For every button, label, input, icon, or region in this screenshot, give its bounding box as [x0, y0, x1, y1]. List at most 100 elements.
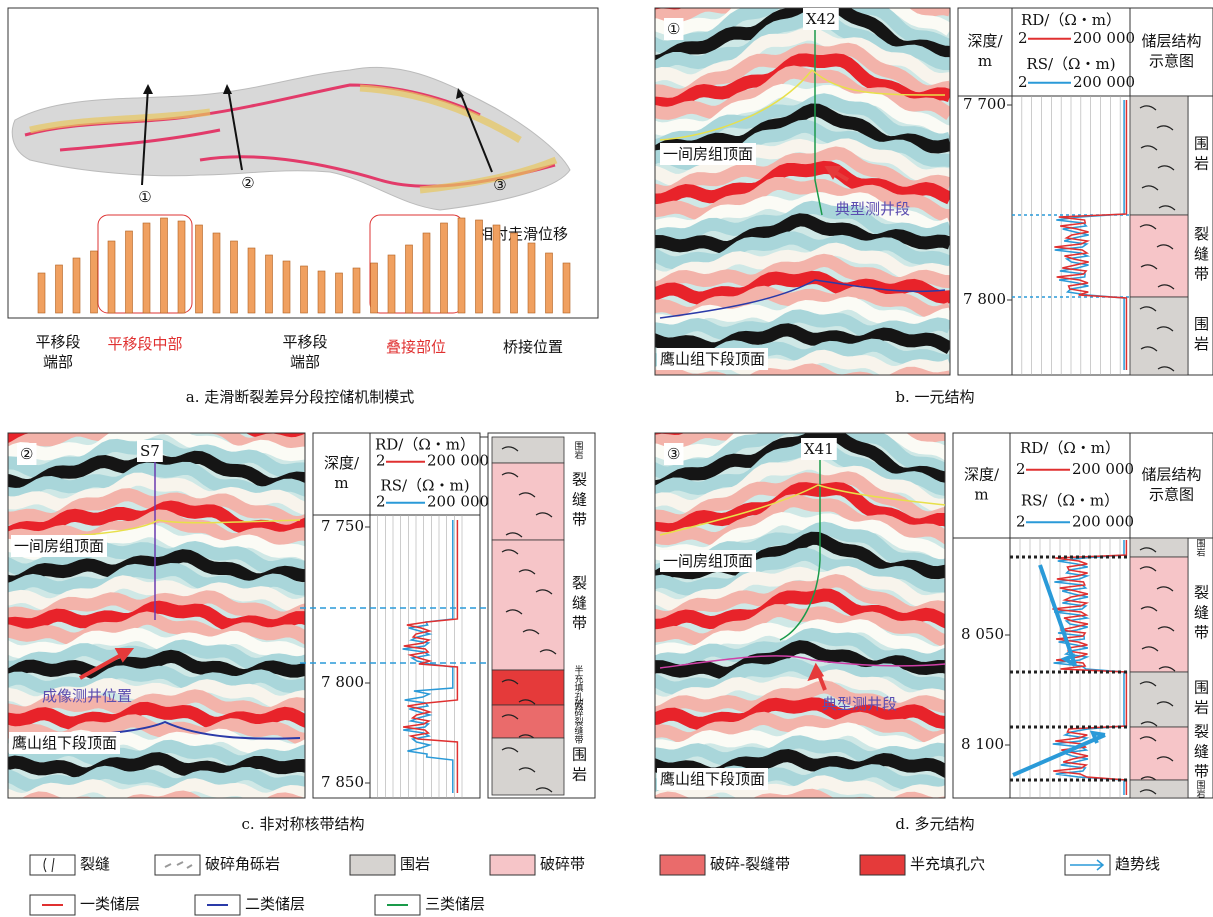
- bar: [213, 233, 220, 313]
- caption: d. 多元结构: [895, 815, 974, 833]
- seismic-label: X41: [804, 440, 834, 458]
- header-text: RD/（Ω・m）: [375, 435, 475, 453]
- legend-label: 破碎-裂缝带: [710, 855, 790, 873]
- layer-label: 围岩: [1192, 316, 1210, 356]
- bar: [493, 225, 500, 313]
- layer-label: 破碎裂缝带: [573, 698, 584, 745]
- segment-label: 平移段中部: [107, 335, 182, 353]
- bar: [318, 271, 325, 313]
- header-text: 示意图: [1149, 52, 1194, 70]
- marker: ②: [241, 174, 254, 192]
- bar: [528, 243, 535, 313]
- seismic-label: X42: [806, 10, 836, 28]
- layer-label: 围岩: [1192, 680, 1210, 720]
- header-text: m: [334, 474, 348, 492]
- segment-label: 端部: [290, 353, 320, 371]
- header-text: 200 000: [1073, 73, 1135, 91]
- bar: [56, 265, 63, 313]
- header-text: 200 000: [427, 452, 489, 470]
- legend-icon: [860, 855, 905, 875]
- layer: [1130, 215, 1188, 297]
- legend-icon: [350, 855, 395, 875]
- header-text: 2: [1018, 73, 1028, 91]
- depth-label: 7 850: [321, 773, 364, 791]
- header-text: RD/（Ω・m）: [1020, 439, 1120, 457]
- layer-label: 裂缝带: [1192, 724, 1210, 784]
- segment-label: 平移段: [282, 333, 327, 351]
- legend-label: 一类储层: [80, 895, 140, 913]
- seismic-event: [650, 834, 950, 848]
- layer: [1130, 672, 1188, 727]
- seismic-label: 鹰山组下段顶面: [660, 350, 765, 368]
- bar: [73, 258, 80, 313]
- depth-label: 7 750: [321, 517, 364, 535]
- seismic-label: 一间房组顶面: [14, 537, 104, 555]
- layer-label: 裂缝带: [1192, 585, 1210, 645]
- bar: [126, 231, 133, 313]
- legend-label: 围岩: [400, 855, 430, 873]
- bar: [143, 223, 150, 313]
- legend-label: 破碎角砾岩: [205, 855, 280, 873]
- section-label: 典型测井段: [835, 200, 910, 218]
- legend-label: 趋势线: [1115, 855, 1160, 873]
- depth-label: 8 100: [961, 735, 1004, 753]
- marker: ①: [138, 188, 151, 206]
- bar: [91, 251, 98, 313]
- header-text: 200 000: [1072, 512, 1134, 530]
- section-label: 成像测井位置: [42, 687, 132, 705]
- layer: [1130, 557, 1188, 672]
- header-text: 2: [1016, 460, 1026, 478]
- bar: [388, 255, 395, 313]
- bar: [248, 248, 255, 313]
- header-text: m: [978, 52, 992, 70]
- legend-label: 裂缝: [80, 855, 110, 873]
- bar: [266, 255, 273, 313]
- layer-label: 围岩: [1195, 538, 1206, 557]
- layer-label: 裂缝带: [570, 472, 588, 532]
- legend-icon: [490, 855, 535, 875]
- bar: [283, 261, 290, 313]
- seismic-label: S7: [140, 442, 160, 460]
- legend-icon: [660, 855, 705, 875]
- bar: [423, 233, 430, 313]
- header-text: 200 000: [427, 493, 489, 511]
- bar: [476, 220, 483, 313]
- layer: [492, 540, 564, 670]
- layer-label: 裂缝带: [570, 575, 588, 635]
- header-text: RS/（Ω・m): [1026, 55, 1115, 73]
- header-text: 200 000: [1073, 29, 1135, 47]
- segment-label: 端部: [43, 353, 73, 371]
- layer: [492, 437, 564, 463]
- header-text: 示意图: [1149, 486, 1194, 504]
- bar: [406, 245, 413, 313]
- legend-label: 半充填孔穴: [910, 855, 985, 873]
- bar: [353, 268, 360, 313]
- figure: ① ② ③ 相对走滑位移 平移段 端部 平移段中部 平移段 端部 叠接部位 桥接…: [0, 0, 1213, 917]
- layer: [492, 738, 564, 795]
- seismic-event: [650, 409, 950, 423]
- segment-label: 平移段: [35, 333, 80, 351]
- seismic-label: ②: [20, 445, 33, 463]
- seismic-label: 一间房组顶面: [663, 552, 753, 570]
- layer: [1130, 538, 1188, 557]
- seismic-label: 一间房组顶面: [663, 145, 753, 163]
- layer-label: 围岩: [1195, 780, 1206, 799]
- bar: [231, 241, 238, 313]
- header-text: RS/（Ω・m）: [1021, 491, 1119, 509]
- bar: [458, 218, 465, 313]
- depth-label: 7 700: [963, 95, 1006, 113]
- layer-label: 围岩: [570, 747, 588, 787]
- seismic: [650, 0, 950, 447]
- marker: ③: [493, 176, 506, 194]
- legend-label: 二类储层: [245, 895, 305, 913]
- seismic-event: [3, 797, 309, 811]
- seismic: [650, 328, 950, 872]
- bar: [441, 223, 448, 313]
- header-text: 深度/: [967, 32, 1003, 50]
- layer: [492, 705, 564, 738]
- bar: [161, 218, 168, 313]
- layer-label: 裂缝带: [1192, 226, 1210, 286]
- bar: [196, 225, 203, 313]
- bar: [108, 241, 115, 313]
- bar: [38, 273, 45, 313]
